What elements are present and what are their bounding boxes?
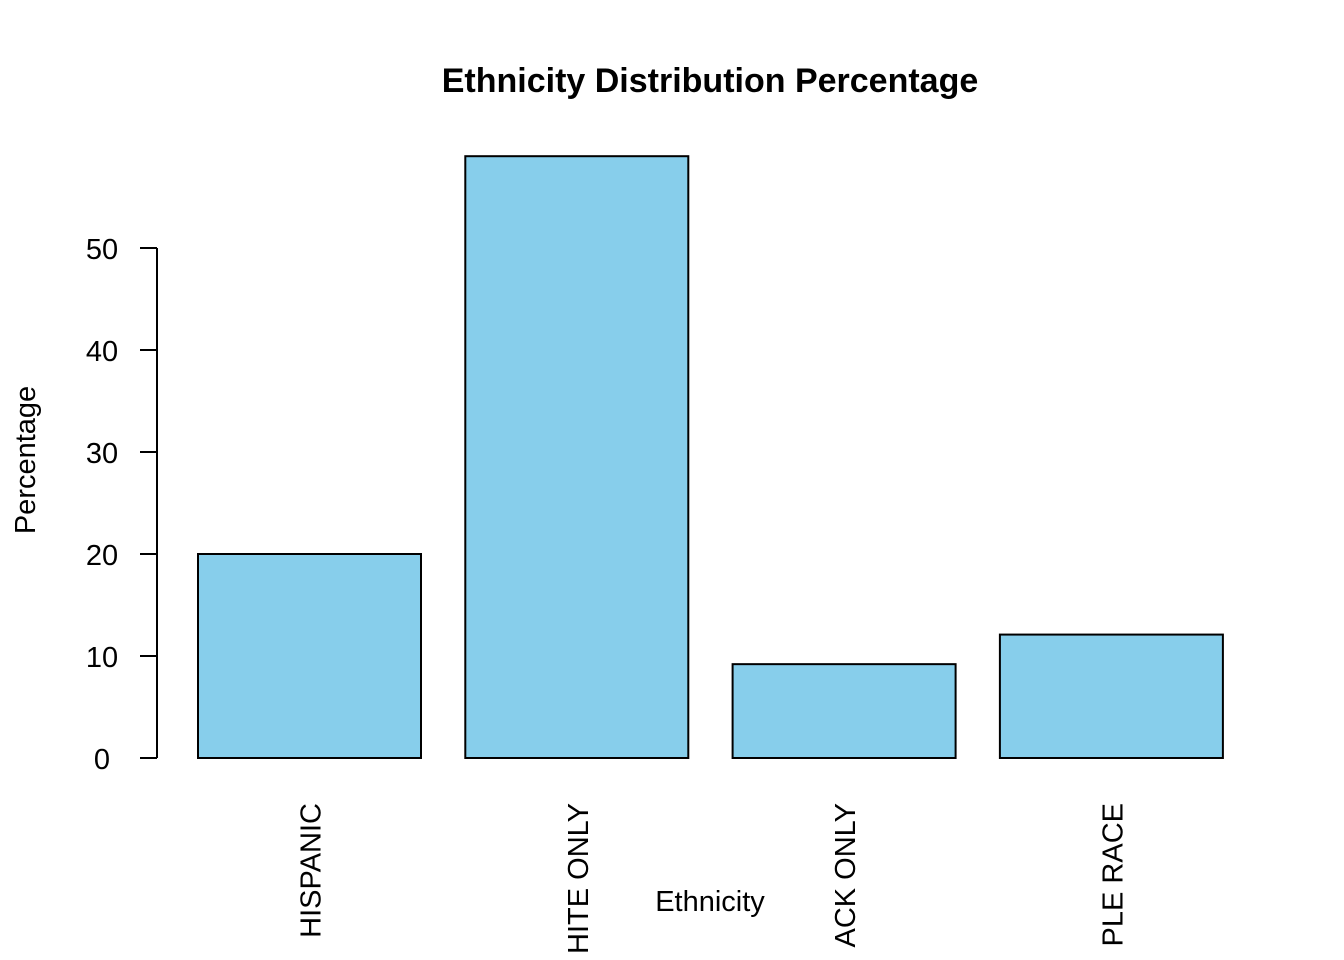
y-axis-label: Percentage bbox=[10, 386, 42, 534]
x-axis-label: Ethnicity bbox=[655, 886, 765, 918]
y-tick-label: 0 bbox=[94, 744, 110, 776]
chart-title: Ethnicity Distribution Percentage bbox=[442, 62, 979, 100]
x-tick-label: HISPANIC bbox=[296, 803, 328, 938]
y-tick-label: 20 bbox=[86, 540, 118, 572]
x-tick-label: ACK ONLY bbox=[830, 803, 862, 948]
y-tick-label: 40 bbox=[86, 336, 118, 368]
bar-black-only bbox=[731, 663, 957, 759]
x-tick-labels: HISPANIC HITE ONLY ACK ONLY PLE RACE bbox=[296, 803, 1130, 954]
bar-hispanic bbox=[197, 553, 422, 759]
x-tick-label: PLE RACE bbox=[1097, 803, 1129, 946]
y-axis: 0 10 20 30 40 50 bbox=[86, 234, 158, 776]
y-tick-label: 30 bbox=[86, 438, 118, 470]
bar-multiple-race bbox=[998, 633, 1224, 760]
bar-white-only bbox=[464, 155, 690, 759]
y-tick-label: 10 bbox=[86, 642, 118, 674]
y-tick-label: 50 bbox=[86, 234, 118, 266]
bars-group bbox=[197, 155, 1224, 760]
x-tick-label: HITE ONLY bbox=[563, 803, 595, 954]
